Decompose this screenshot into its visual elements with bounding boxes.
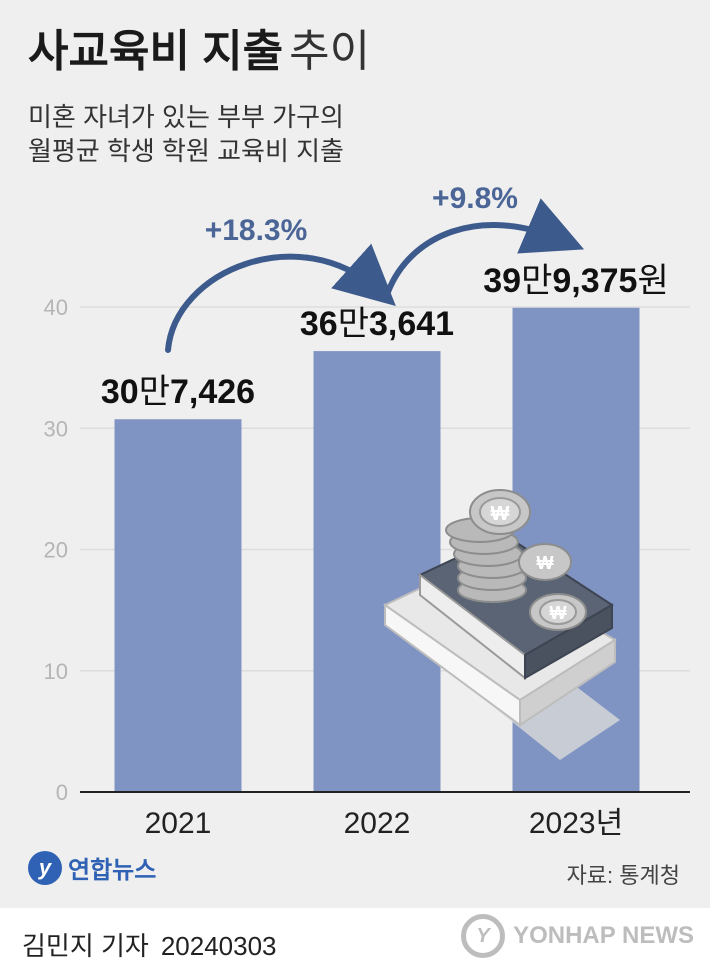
- reporter-name: 김민지 기자: [22, 931, 149, 961]
- y-tick-label: 30: [44, 416, 68, 441]
- books-coins-illustration: ₩ ₩ ₩: [383, 489, 620, 760]
- value-label-part: 7,426: [170, 373, 255, 411]
- x-axis-labels: 2021 2022 2023년: [145, 807, 624, 840]
- title-main: 사교육비 지출: [28, 27, 284, 76]
- x-tick-label: 2023년: [529, 807, 623, 840]
- value-label-part: 39: [483, 262, 521, 300]
- publish-date: 20240303: [160, 931, 277, 961]
- svg-text:₩: ₩: [491, 503, 510, 525]
- agency-name: YONHAP NEWS: [513, 922, 694, 949]
- subtitle: 미혼 자녀가 있는 부부 가구의 월평균 학생 학원 교육비 지출: [28, 100, 448, 168]
- growth-label: +9.8%: [432, 182, 518, 215]
- x-tick-label: 2022: [344, 807, 411, 840]
- y-axis: 0 10 20 30 40: [44, 295, 68, 805]
- value-label-part: 3,641: [369, 305, 454, 343]
- agency-logo-icon: Y: [461, 914, 506, 958]
- value-label: 36만3,641: [300, 305, 454, 343]
- byline: 김민지 기자 20240303: [22, 926, 277, 963]
- value-label-part: 만: [338, 305, 369, 343]
- value-label-part: 30: [101, 373, 139, 411]
- subtitle-line-1: 미혼 자녀가 있는 부부 가구의: [28, 102, 344, 132]
- y-tick-label: 10: [44, 659, 68, 684]
- y-tick-label: 0: [56, 780, 68, 805]
- svg-text:₩: ₩: [537, 553, 554, 573]
- source-note: 자료: 통계청: [566, 863, 680, 888]
- yonhap-logo: y 연합뉴스: [28, 850, 156, 885]
- title-suffix: 추이: [289, 27, 371, 76]
- bar: [114, 419, 242, 792]
- bar: [313, 351, 441, 792]
- subtitle-line-2: 월평균 학생 학원 교육비 지출: [28, 136, 344, 166]
- y-tick-label: 40: [44, 295, 68, 320]
- agency-watermark: Y YONHAP NEWS: [461, 914, 694, 958]
- value-label-part: 9,375: [552, 262, 637, 300]
- value-label-part: 원: [637, 262, 668, 300]
- growth-arrow: [385, 198, 585, 295]
- bar-series: [114, 307, 640, 792]
- value-label-part: 만: [139, 373, 170, 411]
- value-label-part: 만: [521, 262, 552, 300]
- value-label: 39만9,375원: [483, 262, 668, 300]
- value-label-part: 36: [300, 305, 338, 343]
- growth-arrow: [165, 243, 396, 353]
- growth-arrows: +18.3% +9.8%: [165, 182, 585, 353]
- page-title: 사교육비 지출 추이: [28, 22, 370, 82]
- x-tick-label: 2021: [145, 807, 212, 840]
- growth-label: +18.3%: [205, 214, 308, 247]
- svg-text:₩: ₩: [550, 603, 567, 623]
- value-label: 30만7,426: [101, 373, 255, 411]
- yonhap-logo-name: 연합뉴스: [68, 857, 157, 884]
- y-tick-label: 20: [44, 538, 68, 563]
- yonhap-logo-mark: y: [28, 850, 62, 885]
